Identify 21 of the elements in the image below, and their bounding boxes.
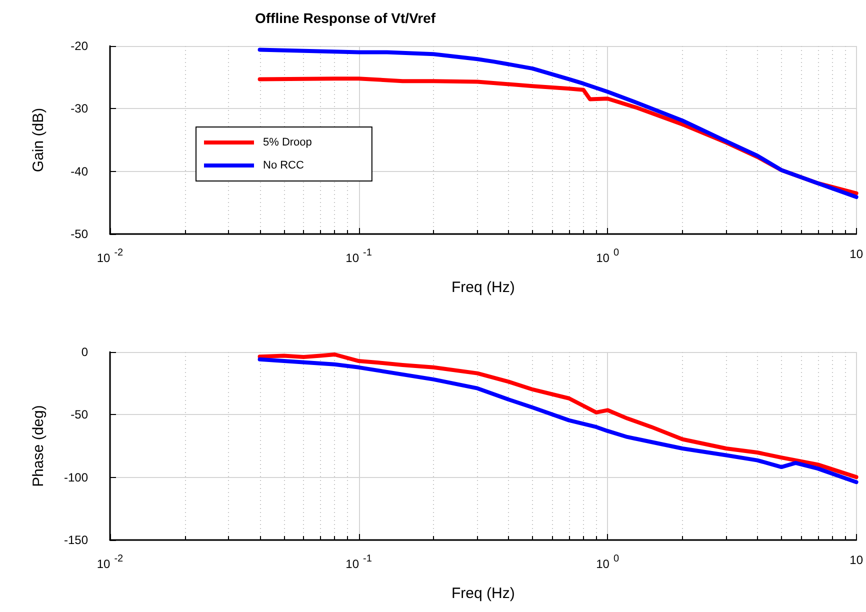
legend-label: 5% Droop (263, 136, 312, 148)
y-tick-label: -50 (70, 408, 88, 422)
x-tick-label: 10-2 (96, 554, 124, 571)
x-tick-label: 10-1 (346, 248, 372, 265)
legend-label: No RCC (263, 160, 304, 172)
x-axis-title: Freq (Hz) (451, 279, 515, 296)
x-tick-label: 10-1 (346, 554, 372, 571)
y-tick-label: -30 (70, 102, 88, 116)
x-axis-title: Freq (Hz) (451, 585, 515, 602)
y-tick-label: -20 (70, 39, 88, 53)
y-tick-label: -50 (70, 227, 88, 241)
y-tick-label: -100 (64, 470, 88, 484)
x-tick-label: 10 (850, 247, 864, 261)
y-axis-title: Gain (dB) (30, 108, 47, 172)
y-tick-label: 0 (81, 345, 88, 359)
x-tick-label: 10-2 (96, 248, 124, 265)
chart-title: Offline Response of Vt/Vref (255, 10, 436, 26)
y-axis-title: Phase (deg) (30, 405, 47, 487)
y-tick-label: -150 (64, 533, 88, 547)
x-tick-label: 10 (850, 553, 864, 567)
y-tick-label: -40 (70, 164, 88, 178)
